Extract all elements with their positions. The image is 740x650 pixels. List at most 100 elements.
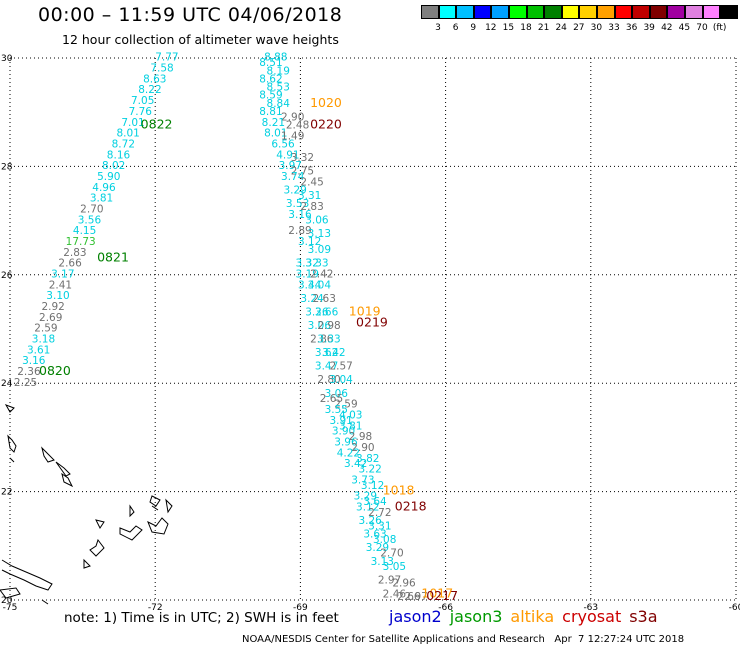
wave-height-label: 7.76: [129, 106, 153, 118]
color-scale-label: 3: [435, 23, 441, 33]
credit-line: NOAA/NESDIS Center for Satellite Applica…: [242, 634, 685, 645]
wave-height-label: 2.80: [317, 374, 340, 386]
wave-height-label: 6.56: [271, 138, 295, 150]
wave-height-label: 7.77: [155, 52, 178, 64]
island-shape: [89, 538, 105, 557]
wave-height-label: 3.08: [373, 534, 396, 546]
color-scale-swatch: [526, 5, 545, 19]
legend-entry-jason3: jason3: [449, 607, 503, 626]
longitude-tick-label: -60: [729, 603, 740, 610]
wave-height-label: 3.31: [368, 521, 391, 533]
wave-height-label: 3.29: [366, 542, 389, 554]
wave-height-label: 3.91: [329, 415, 352, 427]
wave-height-label: 3.09: [308, 244, 331, 256]
wave-height-label: 3.96: [334, 437, 358, 449]
wave-height-label: 2.97: [404, 591, 427, 603]
wave-height-label: 3.22: [358, 464, 381, 476]
wave-height-label: 2.63: [313, 293, 336, 305]
wave-height-label: 4.03: [339, 409, 362, 421]
wave-height-label: 2.59: [34, 323, 57, 335]
longitude-tick-label: -72: [148, 603, 163, 610]
color-scale-swatch: [702, 5, 721, 19]
wave-height-label: 7.01: [121, 117, 144, 129]
wave-height-label: 3.66: [315, 306, 339, 318]
wave-height-label: 3.04: [308, 279, 332, 291]
longitude-tick-label: -69: [293, 603, 308, 610]
color-scale-label: 24: [555, 23, 567, 33]
wave-height-label: 8.63: [143, 73, 166, 85]
wave-height-label: 3.53: [286, 198, 309, 210]
color-scale-swatch: [597, 5, 615, 19]
wave-height-label: 3.24: [300, 293, 324, 305]
legend-entry-jason2: jason2: [389, 607, 442, 626]
wave-height-label: 3.12: [298, 236, 321, 248]
wave-height-label: 3.97: [279, 160, 302, 172]
wave-height-label: 3.06: [325, 388, 349, 400]
wave-height-label: 3.90: [332, 426, 355, 438]
color-scale-swatch: [456, 5, 474, 19]
wave-height-label: 2.97: [378, 575, 401, 587]
wave-height-label: 2.75: [291, 166, 314, 178]
wave-height-label: 8.59: [259, 90, 282, 102]
color-scale-swatch: [421, 5, 439, 19]
island-shape: [83, 558, 91, 569]
island-shape: [119, 525, 143, 541]
wave-height-label: 2.70: [80, 203, 103, 215]
wave-height-label: 4.15: [73, 225, 96, 237]
wave-height-label: 2.90: [281, 111, 304, 123]
wave-height-label: 3.16: [22, 355, 46, 367]
wave-height-label: 2.98: [317, 320, 340, 332]
wave-height-label: 7.58: [150, 63, 173, 75]
legend-entry-altika: altika: [510, 607, 555, 626]
wave-height-label: 8.53: [267, 82, 290, 94]
wave-height-label: 2.90: [351, 442, 374, 454]
track-time-tag: 0217: [426, 588, 458, 603]
track-time-tag: 0820: [39, 363, 71, 378]
wave-height-label: 3.74: [281, 171, 305, 183]
island-shape: [55, 461, 71, 477]
axis-labels: -75 -72 -69 -66 -63 -60 30 28 26 24 22 20: [1, 54, 740, 610]
color-scale-label: 33: [608, 23, 620, 33]
island-shape: [147, 517, 169, 535]
wave-height-label: 2.83: [300, 201, 323, 213]
color-scale-label: 21: [537, 23, 550, 33]
wave-height-label: 3.12: [356, 502, 379, 514]
wave-height-label: 3.62: [315, 347, 338, 359]
wave-height-label: 3.63: [363, 529, 386, 541]
island-shape: [165, 498, 173, 514]
island-shape: [95, 519, 105, 529]
wave-height-label: 3.42: [344, 458, 367, 470]
wave-height-label: 3.73: [351, 474, 374, 486]
latitude-tick-label: 30: [1, 54, 13, 64]
wave-height-label: 4.96: [92, 182, 116, 194]
legend-entry-s3a: s3a: [629, 607, 658, 626]
wave-height-label: 2.89: [288, 225, 311, 237]
wave-height-label: 3.44: [298, 279, 322, 291]
track-time-tag: 0218: [395, 499, 427, 514]
track-time-tag: 1017: [421, 585, 453, 600]
latitude-tick-label: 28: [1, 162, 13, 172]
wave-height-label: 7.05: [131, 95, 154, 107]
wave-height-label: 3.61: [27, 344, 50, 356]
wave-height-label: 2.66: [397, 591, 421, 603]
wave-height-label: 3.12: [361, 480, 384, 492]
color-scale-label: 36: [625, 23, 638, 33]
wave-height-label: 3.26: [358, 515, 382, 527]
wave-height-label: 3.19: [296, 269, 319, 281]
wave-height-label: 2.46: [383, 588, 407, 600]
wave-height-label: 3.81: [339, 420, 362, 432]
wave-height-label: 8.88: [264, 52, 287, 64]
wave-height-label: 2.25: [14, 377, 37, 389]
wave-height-label: 2.59: [334, 399, 357, 411]
wave-height-label: 3.17: [51, 269, 74, 281]
color-scale-label: 42: [661, 23, 673, 33]
wave-height-label: 2.69: [39, 312, 62, 324]
wave-height-label: 3.13: [308, 228, 331, 240]
wave-height-label: 4.91: [276, 149, 299, 161]
wave-height-label: 3.29: [354, 491, 377, 503]
wave-height-label: 2.86: [310, 334, 334, 346]
wave-height-label: 3.33: [305, 258, 328, 270]
color-scale-swatch: [649, 5, 668, 19]
wave-height-label: 2.66: [58, 258, 82, 270]
wave-height-label: 3.42: [322, 347, 345, 359]
